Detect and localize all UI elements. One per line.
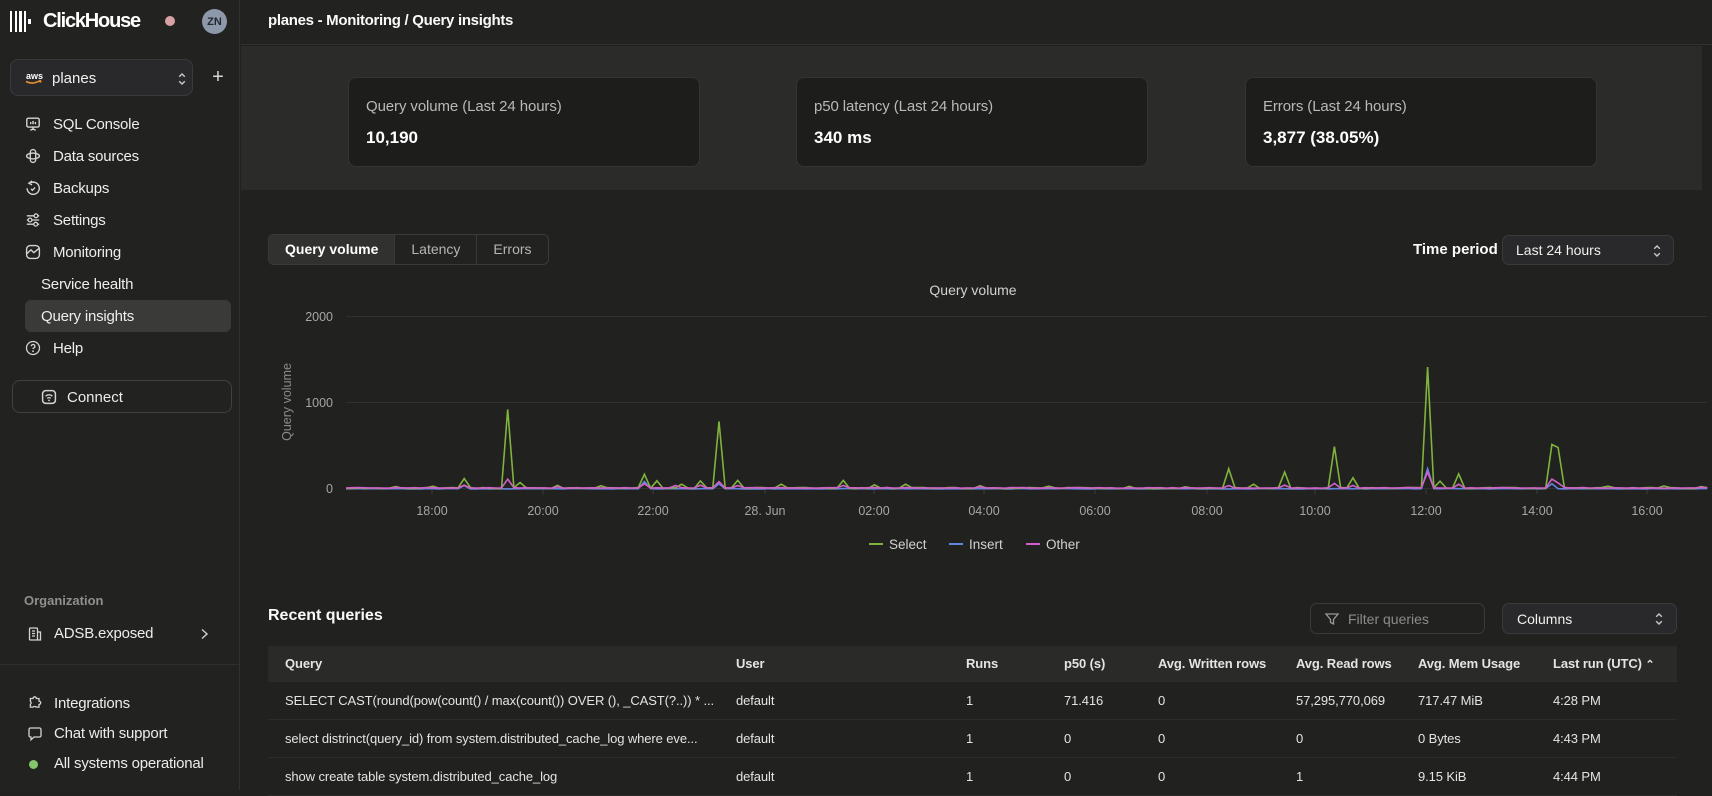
- svg-text:20:00: 20:00: [527, 504, 558, 518]
- svg-text:Query volume: Query volume: [280, 363, 294, 441]
- svg-text:10:00: 10:00: [1299, 504, 1330, 518]
- svg-text:04:00: 04:00: [968, 504, 999, 518]
- svg-text:1000: 1000: [305, 396, 333, 410]
- svg-text:02:00: 02:00: [858, 504, 889, 518]
- svg-text:16:00: 16:00: [1631, 504, 1662, 518]
- svg-text:14:00: 14:00: [1521, 504, 1552, 518]
- svg-text:06:00: 06:00: [1079, 504, 1110, 518]
- svg-text:Insert: Insert: [969, 537, 1003, 552]
- svg-text:2000: 2000: [305, 310, 333, 324]
- svg-text:aws: aws: [26, 71, 43, 81]
- svg-text:Other: Other: [1046, 537, 1080, 552]
- svg-text:22:00: 22:00: [637, 504, 668, 518]
- svg-text:0: 0: [326, 482, 333, 496]
- svg-text:18:00: 18:00: [416, 504, 447, 518]
- svg-text:Query volume: Query volume: [929, 282, 1016, 298]
- svg-text:08:00: 08:00: [1191, 504, 1222, 518]
- svg-text:28. Jun: 28. Jun: [744, 504, 785, 518]
- svg-text:Select: Select: [889, 537, 927, 552]
- svg-text:12:00: 12:00: [1410, 504, 1441, 518]
